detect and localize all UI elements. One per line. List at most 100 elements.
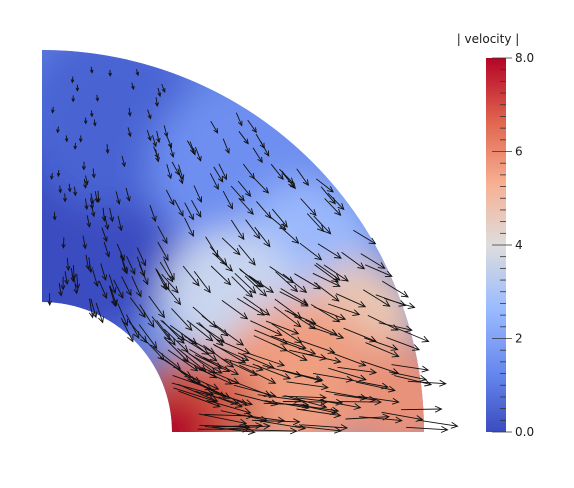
velocity-arrow bbox=[194, 146, 202, 161]
velocity-arrow bbox=[258, 420, 306, 429]
velocity-arrow bbox=[85, 254, 90, 270]
velocity-arrow-head bbox=[249, 369, 258, 376]
velocity-arrow bbox=[64, 271, 68, 285]
velocity-arrow bbox=[157, 87, 161, 97]
velocity-arrow-head bbox=[206, 389, 215, 397]
velocity-arrow-head bbox=[266, 286, 275, 293]
velocity-arrow-head bbox=[290, 284, 299, 293]
velocity-arrow bbox=[320, 186, 336, 204]
velocity-arrow bbox=[314, 306, 346, 320]
velocity-arrow bbox=[116, 243, 125, 261]
velocity-arrow bbox=[201, 315, 228, 337]
velocity-arrow bbox=[242, 163, 255, 179]
velocity-arrow bbox=[286, 310, 316, 330]
velocity-arrow-head bbox=[139, 270, 146, 278]
velocity-arrow bbox=[338, 401, 382, 403]
velocity-arrow bbox=[209, 246, 228, 266]
velocity-arrow bbox=[74, 186, 76, 196]
velocity-arrow bbox=[233, 384, 276, 397]
velocity-arrow-head bbox=[156, 137, 161, 144]
velocity-arrow bbox=[355, 381, 395, 391]
velocity-arrow-head bbox=[152, 141, 157, 148]
velocity-arrow-head bbox=[95, 97, 100, 102]
velocity-arrow-head bbox=[188, 230, 194, 238]
velocity-arrow-head bbox=[210, 395, 219, 403]
velocity-arrow bbox=[200, 390, 243, 408]
velocity-arrow bbox=[345, 416, 389, 420]
velocity-arrow-head bbox=[121, 318, 129, 327]
velocity-arrow-head bbox=[421, 365, 430, 373]
velocity-arrow-head bbox=[245, 412, 254, 420]
velocity-arrow-head bbox=[277, 173, 284, 181]
velocity-arrow-head bbox=[147, 320, 155, 328]
velocity-arrow-head bbox=[249, 172, 255, 180]
velocity-arrow-head bbox=[294, 336, 303, 344]
velocity-arrow bbox=[250, 320, 282, 336]
velocity-arrow bbox=[359, 416, 402, 422]
colorbar-labels: 8.0 6 4 2 0.0 bbox=[515, 51, 534, 439]
velocity-arrow-head bbox=[157, 310, 166, 319]
velocity-arrow-head bbox=[75, 283, 81, 290]
velocity-arrow bbox=[188, 338, 217, 362]
velocity-arrow-head bbox=[138, 310, 146, 319]
velocity-arrow bbox=[330, 351, 366, 367]
velocity-arrow-head bbox=[64, 138, 69, 143]
velocity-arrow bbox=[299, 339, 335, 354]
velocity-arrow-head bbox=[291, 328, 300, 335]
velocity-arrow-head bbox=[135, 290, 142, 298]
velocity-arrow-head bbox=[127, 132, 132, 138]
velocity-arrow bbox=[389, 371, 427, 381]
velocity-arrow bbox=[279, 291, 309, 307]
velocity-arrow bbox=[236, 298, 265, 316]
velocity-arrow bbox=[313, 215, 331, 235]
velocity-arrow bbox=[394, 375, 432, 386]
velocity-arrow bbox=[237, 352, 274, 369]
velocity-arrow-head bbox=[332, 315, 341, 323]
velocity-arrow bbox=[92, 269, 98, 287]
velocity-arrow bbox=[334, 393, 376, 401]
velocity-arrow-head bbox=[264, 211, 272, 219]
velocity-arrow-head bbox=[93, 122, 97, 127]
velocity-arrow bbox=[273, 306, 301, 328]
velocity-arrow-head bbox=[227, 202, 233, 210]
velocity-arrow-head bbox=[192, 278, 200, 287]
velocity-arrow bbox=[213, 253, 233, 272]
velocity-arrow bbox=[117, 215, 122, 231]
velocity-arrow-head bbox=[117, 291, 124, 299]
velocity-arrow bbox=[221, 300, 248, 320]
velocity-arrow-head bbox=[102, 236, 108, 243]
velocity-arrow bbox=[117, 303, 128, 326]
velocity-arrow-head bbox=[73, 191, 78, 197]
velocity-arrow-head bbox=[338, 313, 347, 321]
velocity-arrow bbox=[97, 190, 100, 203]
velocity-arrow-head bbox=[412, 344, 421, 351]
velocity-arrow-head bbox=[263, 239, 271, 248]
velocity-arrow bbox=[275, 271, 298, 292]
velocity-arrow bbox=[58, 283, 62, 296]
velocity-arrow-head bbox=[154, 102, 159, 108]
velocity-arrow-head bbox=[319, 354, 328, 361]
velocity-arrow bbox=[327, 192, 345, 210]
velocity-arrow bbox=[222, 138, 230, 154]
annulus-field bbox=[42, 50, 424, 432]
velocity-arrow bbox=[313, 282, 340, 302]
velocity-arrow bbox=[156, 131, 160, 143]
velocity-arrow bbox=[113, 279, 124, 299]
velocity-arrow bbox=[196, 322, 225, 342]
velocity-arrow bbox=[272, 343, 307, 361]
velocity-arrow bbox=[296, 408, 341, 417]
velocity-arrow-head bbox=[332, 273, 341, 281]
velocity-arrow-head bbox=[155, 156, 160, 163]
velocity-arrow-head bbox=[205, 334, 214, 342]
velocity-arrow-head bbox=[308, 318, 317, 325]
velocity-arrow-head bbox=[93, 280, 99, 288]
colorbar-tick-label: 8.0 bbox=[515, 51, 534, 65]
velocity-arrow-head bbox=[245, 290, 254, 298]
velocity-arrow bbox=[239, 364, 276, 384]
velocity-arrow-head bbox=[98, 316, 104, 324]
velocity-arrow-head bbox=[248, 286, 257, 294]
velocity-arrow bbox=[146, 129, 152, 141]
velocity-arrow bbox=[235, 112, 243, 126]
velocity-arrow bbox=[194, 354, 230, 373]
velocity-arrow bbox=[100, 263, 107, 281]
